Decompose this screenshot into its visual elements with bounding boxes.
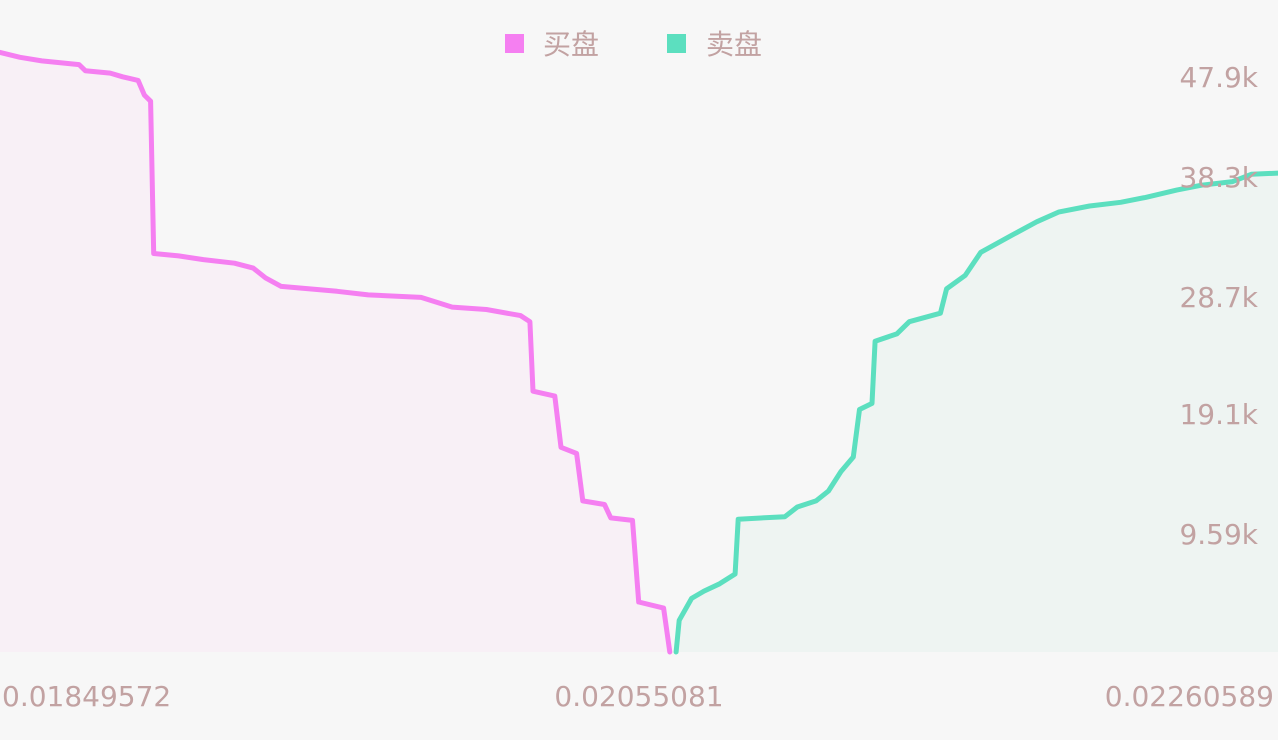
legend-label-sell: 卖盘 bbox=[706, 28, 762, 61]
x-tick-label: 0.02260589 bbox=[1105, 680, 1274, 713]
chart-legend[interactable]: 买盘 卖盘 bbox=[505, 28, 762, 61]
sell-depth-area bbox=[676, 173, 1278, 652]
buy-depth-area bbox=[0, 52, 670, 652]
x-tick-label: 0.01849572 bbox=[2, 680, 171, 713]
legend-swatch-sell bbox=[667, 34, 686, 53]
series-areas bbox=[0, 52, 1278, 652]
y-tick-label: 9.59k bbox=[1179, 518, 1258, 551]
y-tick-label: 47.9k bbox=[1179, 61, 1258, 94]
series-lines bbox=[0, 49, 1278, 655]
y-tick-label: 38.3k bbox=[1179, 161, 1258, 194]
x-axis: 0.01849572 0.02055081 0.02260589 bbox=[2, 680, 1274, 713]
legend-swatch-buy bbox=[505, 34, 524, 53]
x-tick-label: 0.02055081 bbox=[554, 680, 723, 713]
y-axis: 47.9k 38.3k 28.7k 19.1k 9.59k bbox=[1179, 61, 1258, 551]
y-tick-label: 19.1k bbox=[1179, 398, 1258, 431]
sell-depth-line bbox=[673, 170, 1278, 655]
y-tick-label: 28.7k bbox=[1179, 281, 1258, 314]
legend-label-buy: 买盘 bbox=[543, 28, 599, 61]
buy-depth-line bbox=[0, 49, 673, 655]
